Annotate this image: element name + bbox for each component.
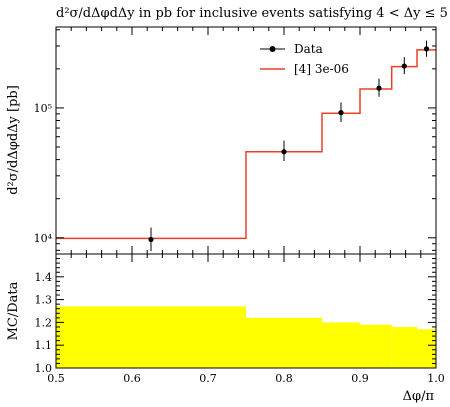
mc-step-path [56, 49, 436, 240]
mc-step-line [56, 49, 436, 240]
chart-title: d²σ/dΔφdΔy in pb for inclusive events sa… [56, 6, 448, 21]
data-point-marker-5 [423, 46, 430, 52]
data-point-0 [148, 227, 154, 252]
main-y-tick-label-1: 10⁵ [34, 102, 52, 115]
legend-label-data: Data [294, 42, 323, 56]
data-points [148, 40, 430, 252]
data-point-marker-4 [401, 63, 407, 69]
data-point-marker-2 [338, 110, 344, 116]
data-point-2 [338, 102, 344, 122]
ratio-y-tick-label-3: 1.3 [35, 294, 53, 307]
ratio-y-tick-label-0: 1.0 [35, 362, 53, 375]
data-point-1 [281, 140, 287, 162]
legend: Data [4] 3e-06 [260, 42, 349, 76]
ratio-y-tick-label-2: 1.2 [35, 316, 53, 329]
ratio-bar-5 [417, 329, 436, 368]
ratio-bar-3 [360, 324, 392, 368]
ratio-bar-4 [391, 326, 417, 368]
data-point-marker-3 [376, 85, 382, 91]
ratio-y-axis-label: MC/Data [6, 281, 21, 340]
x-tick-label-0: 0.5 [47, 372, 65, 385]
ratio-bar-0 [56, 306, 246, 368]
main-y-axis-label: d²σ/dΔφdΔy [pb] [6, 85, 21, 195]
ratio-band [56, 306, 436, 368]
legend-item-mc: [4] 3e-06 [260, 62, 349, 76]
ratio-bar-1 [246, 317, 322, 368]
data-point-marker-0 [148, 236, 154, 243]
ratio-bar-2 [322, 322, 360, 368]
legend-item-data: Data [260, 42, 323, 56]
x-tick-label-1: 0.6 [123, 372, 141, 385]
x-axis-label: Δφ/π [403, 389, 435, 404]
data-point-5 [423, 40, 430, 57]
main-y-tick-label-0: 10⁴ [34, 232, 53, 245]
x-tick-label-2: 0.7 [199, 372, 217, 385]
x-tick-label-3: 0.8 [275, 372, 293, 385]
legend-label-mc: [4] 3e-06 [294, 62, 349, 76]
data-point-4 [401, 57, 407, 75]
x-tick-label-4: 0.9 [351, 372, 369, 385]
data-point-3 [376, 78, 382, 97]
ratio-panel: 1.0 1.1 1.2 1.3 1.4 MC/Data [6, 253, 437, 375]
data-point-marker-1 [281, 149, 287, 155]
ratio-frame [55, 253, 437, 369]
x-tick-label-5: 1.0 [427, 372, 445, 385]
ratio-y-tick-label-1: 1.1 [35, 339, 53, 352]
ratio-y-tick-label-4: 1.4 [35, 271, 53, 284]
